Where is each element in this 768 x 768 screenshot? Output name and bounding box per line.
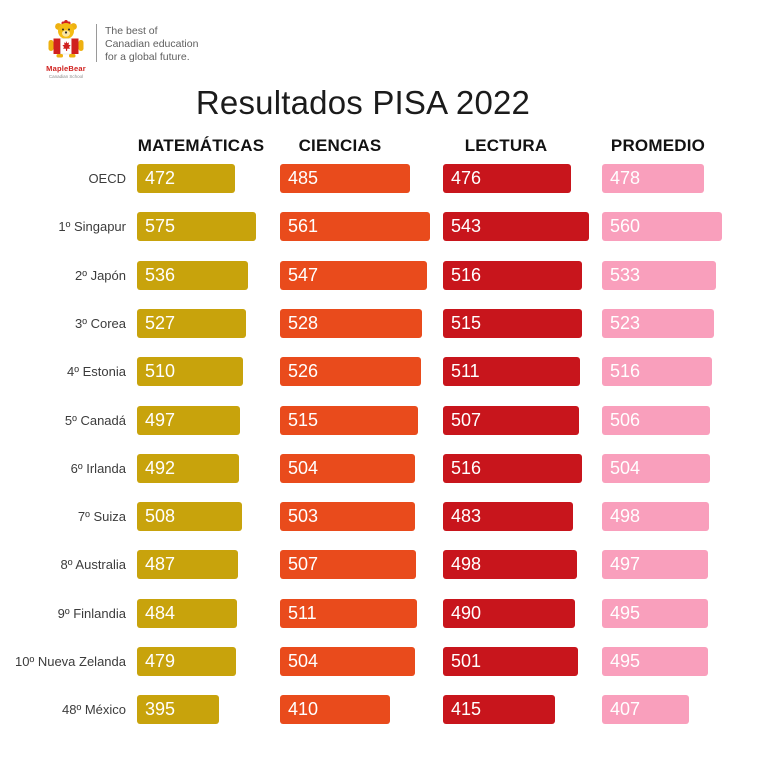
bar-matemáticas: 575 [137, 212, 256, 241]
bar-promedio: 495 [602, 647, 708, 676]
bar-promedio: 516 [602, 357, 712, 386]
column-header-ciencias: CIENCIAS [298, 136, 382, 155]
table-row: 10º Nueva Zelanda 479 504 501 495 [0, 647, 768, 676]
bar-matemáticas: 527 [137, 309, 246, 338]
row-label: 10º Nueva Zelanda [15, 654, 126, 669]
logo-divider [96, 24, 97, 62]
bar-promedio: 504 [602, 454, 710, 483]
bar-matemáticas: 510 [137, 357, 243, 386]
bar-promedio: 506 [602, 406, 710, 435]
maplebear-bear-block: MapleBear Canadian School [44, 20, 88, 79]
row-label: 9º Finlandia [57, 606, 126, 621]
bar-lectura: 516 [443, 261, 582, 290]
bar-lectura: 501 [443, 647, 578, 676]
bar-lectura: 507 [443, 406, 579, 435]
bar-ciencias: 561 [280, 212, 430, 241]
bar-promedio: 495 [602, 599, 708, 628]
table-row: OECD 472 485 476 478 [0, 164, 768, 193]
logo-tagline: The best of Canadian education for a glo… [105, 20, 198, 64]
bar-lectura: 498 [443, 550, 577, 579]
tagline-line-1: The best of [105, 25, 158, 37]
page-title: Resultados PISA 2022 [195, 84, 531, 121]
bar-ciencias: 507 [280, 550, 416, 579]
table-row: 2º Japón 536 547 516 533 [0, 261, 768, 290]
table-row: 9º Finlandia 484 511 490 495 [0, 599, 768, 628]
table-row: 48º México 395 410 415 407 [0, 695, 768, 724]
bar-matemáticas: 536 [137, 261, 248, 290]
bar-ciencias: 547 [280, 261, 427, 290]
brand-name: MapleBear [46, 64, 86, 73]
bar-ciencias: 485 [280, 164, 410, 193]
tagline-line-2: Canadian education [105, 38, 199, 50]
bar-matemáticas: 487 [137, 550, 238, 579]
bar-matemáticas: 484 [137, 599, 237, 628]
table-row: 4º Estonia 510 526 511 516 [0, 357, 768, 386]
table-row: 8º Australia 487 507 498 497 [0, 550, 768, 579]
row-label: 8º Australia [60, 557, 126, 572]
bar-promedio: 533 [602, 261, 716, 290]
bar-matemáticas: 497 [137, 406, 240, 435]
maplebear-logo: MapleBear Canadian School The best of Ca… [44, 20, 198, 79]
table-row: 1º Singapur 575 561 543 560 [0, 212, 768, 241]
bar-matemáticas: 492 [137, 454, 239, 483]
row-label: OECD [88, 171, 126, 186]
row-label: 4º Estonia [67, 364, 126, 379]
bar-ciencias: 503 [280, 502, 415, 531]
table-row: 6º Irlanda 492 504 516 504 [0, 454, 768, 483]
row-label: 3º Corea [75, 316, 126, 331]
bar-ciencias: 528 [280, 309, 422, 338]
row-label: 6º Irlanda [70, 461, 126, 476]
bar-lectura: 490 [443, 599, 575, 628]
bar-lectura: 543 [443, 212, 589, 241]
bar-promedio: 497 [602, 550, 708, 579]
bar-lectura: 415 [443, 695, 555, 724]
row-label: 5º Canadá [64, 413, 126, 428]
bar-lectura: 483 [443, 502, 573, 531]
bar-ciencias: 504 [280, 454, 415, 483]
table-row: 5º Canadá 497 515 507 506 [0, 406, 768, 435]
bar-ciencias: 504 [280, 647, 415, 676]
column-header-matematicas: MATEMÁTICAS [137, 136, 265, 155]
tagline-line-3: for a global future. [105, 51, 190, 63]
bar-ciencias: 410 [280, 695, 390, 724]
row-label: 1º Singapur [58, 219, 126, 234]
row-label: 2º Japón [74, 268, 126, 283]
column-header-lectura: LECTURA [464, 136, 548, 155]
bar-matemáticas: 472 [137, 164, 235, 193]
bar-promedio: 407 [602, 695, 689, 724]
bar-lectura: 511 [443, 357, 580, 386]
bar-lectura: 515 [443, 309, 582, 338]
row-label: 7º Suiza [77, 509, 126, 524]
maplebear-bear-icon [48, 20, 84, 58]
table-row: 3º Corea 527 528 515 523 [0, 309, 768, 338]
table-row: 7º Suiza 508 503 483 498 [0, 502, 768, 531]
bar-matemáticas: 395 [137, 695, 219, 724]
bar-matemáticas: 508 [137, 502, 242, 531]
column-header-promedio: PROMEDIO [610, 136, 706, 155]
bar-matemáticas: 479 [137, 647, 236, 676]
bar-promedio: 478 [602, 164, 704, 193]
bar-lectura: 476 [443, 164, 571, 193]
row-label: 48º México [62, 702, 126, 717]
bar-ciencias: 526 [280, 357, 421, 386]
bar-promedio: 498 [602, 502, 709, 531]
brand-subtitle: Canadian School [48, 74, 84, 79]
bar-lectura: 516 [443, 454, 582, 483]
bar-ciencias: 515 [280, 406, 418, 435]
bar-promedio: 560 [602, 212, 722, 241]
bar-ciencias: 511 [280, 599, 417, 628]
bar-promedio: 523 [602, 309, 714, 338]
